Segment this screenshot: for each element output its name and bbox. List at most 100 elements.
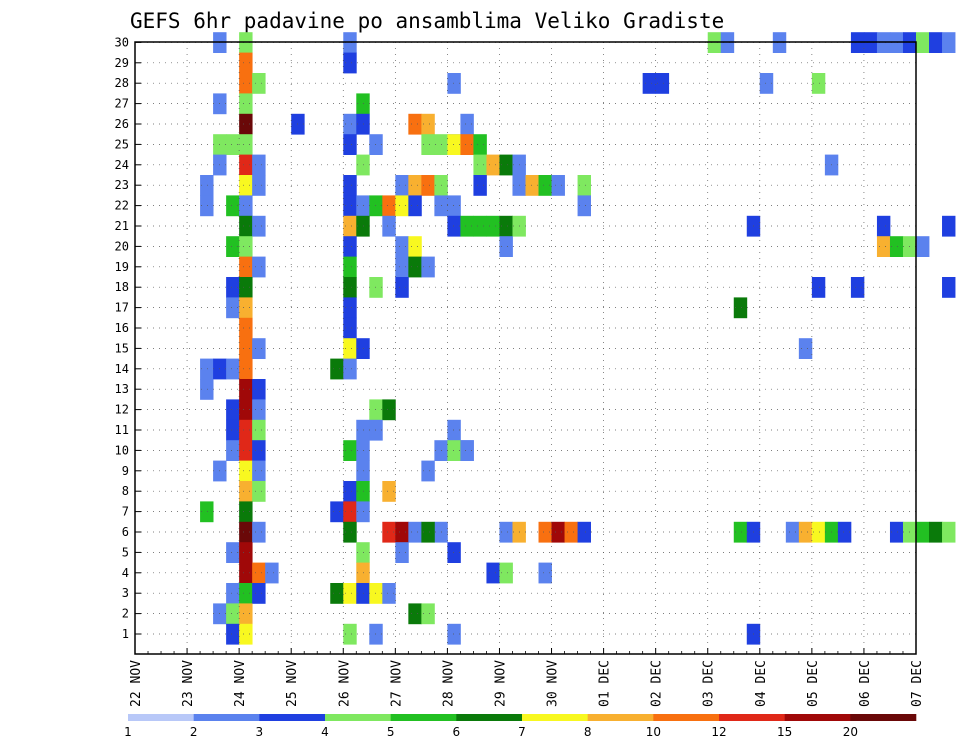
heatmap-cell — [239, 154, 253, 176]
heatmap-cell — [356, 542, 370, 563]
x-tick-label: 07 DEC — [910, 660, 925, 707]
heatmap-cell — [356, 215, 370, 237]
legend-swatch — [325, 714, 391, 721]
heatmap-cell — [239, 338, 253, 359]
legend-swatch — [390, 714, 457, 721]
heatmap-cell — [356, 338, 370, 359]
heatmap-cell — [239, 93, 253, 115]
x-tick-label: 26 NOV — [337, 660, 352, 707]
legend-label: 4 — [321, 725, 329, 739]
legend-swatch — [587, 714, 654, 721]
heatmap-cell — [395, 175, 409, 196]
heatmap-cell — [499, 215, 513, 237]
heatmap-cell — [252, 73, 266, 94]
legend-label: 1 — [124, 725, 132, 739]
heatmap-cell — [239, 460, 253, 482]
heatmap-cell — [486, 215, 500, 237]
heatmap-cell — [642, 73, 657, 94]
heatmap-cell — [356, 154, 370, 176]
heatmap-cell — [447, 440, 461, 461]
heatmap-cell — [226, 542, 240, 563]
heatmap-cell — [811, 521, 826, 543]
heatmap-cell — [356, 562, 370, 584]
heatmap-cell — [564, 521, 578, 543]
heatmap-cell — [343, 583, 357, 604]
heatmap-cell — [525, 175, 539, 196]
y-tick-label: 28 — [115, 76, 129, 90]
heatmap-cell — [252, 419, 266, 441]
heatmap-cell — [395, 277, 409, 298]
heatmap-cell — [343, 358, 357, 380]
heatmap-cell — [408, 256, 422, 278]
heatmap-cell — [356, 583, 370, 604]
heatmap-cell — [343, 134, 357, 155]
legend-label: 20 — [843, 725, 858, 739]
heatmap-cell — [239, 542, 253, 563]
y-tick-label: 16 — [115, 321, 129, 335]
color-legend: 1 2 3 4 5 6 7 8 10 12 15 20 — [124, 714, 917, 739]
heatmap-cell — [226, 134, 240, 155]
legend-swatch — [456, 714, 523, 721]
heatmap-cell — [889, 521, 904, 543]
heatmap-cell — [551, 521, 565, 543]
grid-lines — [135, 42, 917, 654]
heatmap-cell — [356, 195, 370, 217]
heatmap-cell — [343, 317, 357, 339]
heatmap-cell — [460, 440, 474, 461]
heatmap-cell — [239, 236, 253, 257]
heatmap-cell — [200, 379, 214, 400]
y-tick-label: 19 — [115, 260, 129, 274]
legend-label: 12 — [711, 725, 726, 739]
heatmap-cell — [343, 297, 357, 319]
heatmap-cell — [942, 521, 956, 543]
legend-label: 5 — [387, 725, 395, 739]
heatmap-cell — [447, 73, 461, 94]
heatmap-cell — [226, 297, 240, 319]
heatmap-cell — [343, 521, 357, 543]
heatmap-cell — [239, 215, 253, 237]
heatmap-cell — [252, 521, 266, 543]
heatmap-cell — [239, 583, 253, 604]
heatmap-cell — [499, 236, 513, 257]
y-tick-label: 2 — [122, 607, 129, 621]
y-tick-label: 15 — [115, 341, 129, 355]
heatmap-cell — [200, 175, 214, 196]
heatmap-cell — [252, 562, 266, 584]
heatmap-cell — [369, 399, 383, 421]
heatmap-cell — [356, 113, 370, 135]
heatmap-cell — [421, 460, 435, 482]
heatmap-cell — [382, 481, 396, 502]
y-tick-label: 30 — [115, 35, 129, 49]
heatmap-cell — [421, 113, 435, 135]
heatmap-cell — [226, 358, 240, 380]
heatmap-cell — [369, 419, 383, 441]
heatmap-cell — [343, 481, 357, 502]
heatmap-cell — [655, 73, 670, 94]
heatmap-cell — [200, 358, 214, 380]
heatmap-cell — [369, 277, 383, 298]
heatmap-cell — [252, 215, 266, 237]
x-tick-label: 03 DEC — [702, 660, 717, 707]
y-tick-label: 9 — [122, 464, 129, 478]
heatmap-cell — [226, 603, 240, 625]
heatmap-cell — [226, 236, 240, 257]
legend-label: 15 — [777, 725, 792, 739]
heatmap-cell — [460, 215, 474, 237]
heatmap-cell — [486, 154, 500, 176]
heatmap-cell — [551, 175, 565, 196]
heatmap-cell — [460, 113, 474, 135]
heatmap-cell — [577, 195, 591, 217]
heatmap-cell — [785, 521, 800, 543]
heatmap-cell — [252, 256, 266, 278]
heatmap-cell — [929, 32, 943, 53]
legend-label: 8 — [584, 725, 592, 739]
heatmap-cell — [499, 521, 513, 543]
y-axis-ticks: 1234567891011121314151617181920212223242… — [115, 35, 141, 641]
heatmap-cell — [577, 175, 591, 196]
y-tick-label: 17 — [115, 301, 129, 315]
heatmap-cell — [330, 583, 344, 604]
heatmap-cell — [343, 52, 357, 74]
heatmap-cell — [239, 623, 253, 645]
heatmap-cell — [382, 195, 396, 217]
x-tick-label: 25 NOV — [285, 660, 300, 707]
